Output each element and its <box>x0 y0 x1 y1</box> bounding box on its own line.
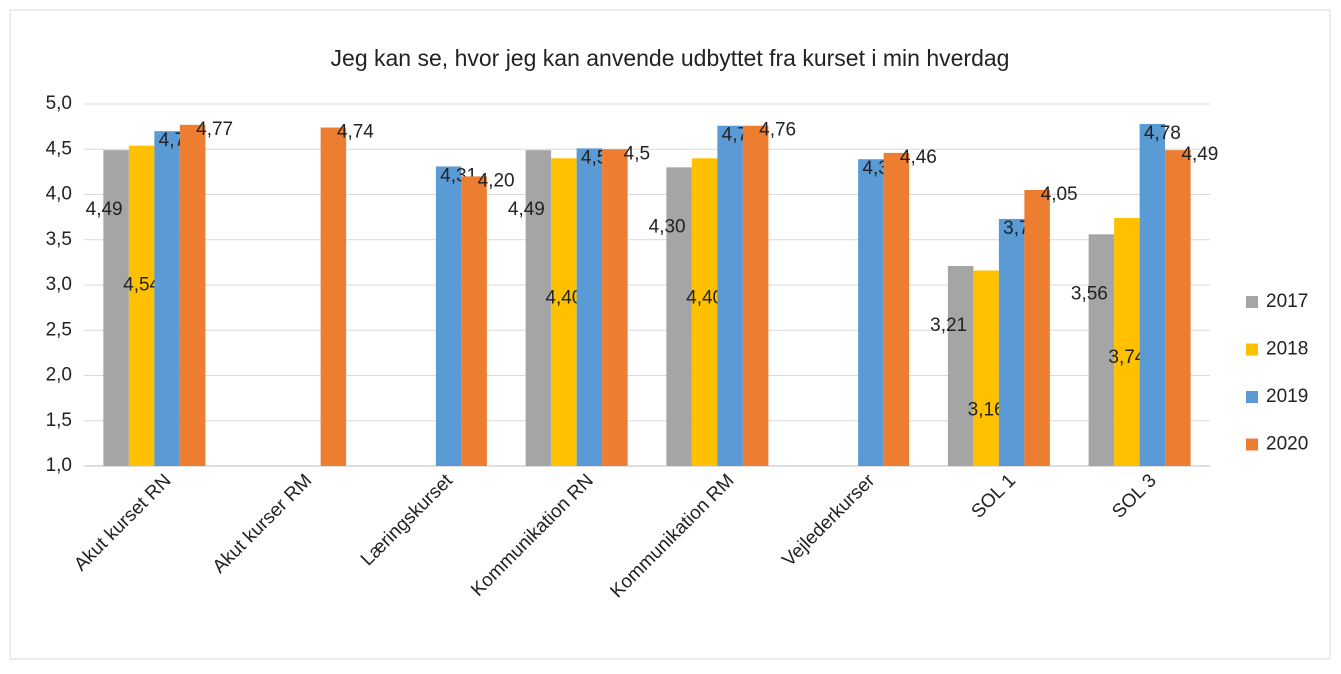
bar <box>1139 123 1166 466</box>
data-label: 4,49 <box>86 199 123 220</box>
data-label: 4,54 <box>123 275 160 296</box>
bar <box>883 152 910 466</box>
data-label: 3,74 <box>1108 347 1145 368</box>
bar <box>1165 150 1191 466</box>
legend-label: 2019 <box>1266 386 1308 407</box>
data-label: 4,49 <box>508 199 545 220</box>
bar <box>525 150 552 466</box>
bar <box>947 265 974 466</box>
y-tick-label: 4,0 <box>46 184 72 205</box>
legend-swatch <box>1246 343 1258 356</box>
y-tick-label: 1,5 <box>46 410 72 431</box>
bar <box>435 166 462 466</box>
data-label: 4,49 <box>1181 144 1218 165</box>
bar <box>576 148 603 466</box>
data-label: 3,21 <box>930 315 967 336</box>
data-label: 4,30 <box>649 216 686 237</box>
bar <box>1024 189 1050 466</box>
data-label: 4,46 <box>900 147 937 168</box>
legend-swatch <box>1246 296 1258 308</box>
y-tick-label: 2,0 <box>46 365 72 386</box>
data-label: 4,20 <box>478 170 515 191</box>
y-tick-label: 2,5 <box>46 319 72 340</box>
data-label: 4,78 <box>1144 123 1181 144</box>
bar <box>742 125 769 466</box>
bar <box>1114 218 1140 466</box>
bar <box>1088 234 1115 466</box>
bar <box>717 125 743 466</box>
y-tick-label: 5,0 <box>46 93 72 114</box>
y-tick-label: 3,5 <box>46 229 72 250</box>
data-label: 4,40 <box>686 287 723 308</box>
y-tick-label: 3,0 <box>46 274 72 295</box>
bar <box>858 159 884 466</box>
legend-label: 2020 <box>1266 434 1308 455</box>
bar <box>320 127 347 466</box>
data-label: 4,05 <box>1041 184 1078 205</box>
bar <box>551 158 577 467</box>
data-label: 4,74 <box>337 122 374 143</box>
legend-swatch <box>1246 438 1258 451</box>
legend-label: 2018 <box>1266 339 1308 360</box>
bar <box>666 167 692 466</box>
data-label: 4,77 <box>196 119 233 140</box>
bar <box>691 158 718 467</box>
legend-label: 2017 <box>1266 291 1308 312</box>
data-label: 3,56 <box>1071 283 1108 304</box>
bar <box>103 150 129 466</box>
data-label: 4,76 <box>759 120 796 141</box>
bar <box>461 176 487 466</box>
bar <box>154 131 180 466</box>
bar <box>128 145 155 466</box>
bar <box>973 270 999 466</box>
bar <box>602 149 628 466</box>
chart-title: Jeg kan se, hvor jeg kan anvende udbytte… <box>331 45 1010 71</box>
data-label: 4,5 <box>624 143 650 164</box>
legend-swatch <box>1246 391 1258 403</box>
data-label: 3,16 <box>968 400 1005 421</box>
y-tick-label: 4,5 <box>46 138 72 159</box>
bar <box>179 124 206 466</box>
bar <box>998 218 1025 466</box>
y-tick-label: 1,0 <box>46 455 72 476</box>
data-label: 4,40 <box>545 287 582 308</box>
